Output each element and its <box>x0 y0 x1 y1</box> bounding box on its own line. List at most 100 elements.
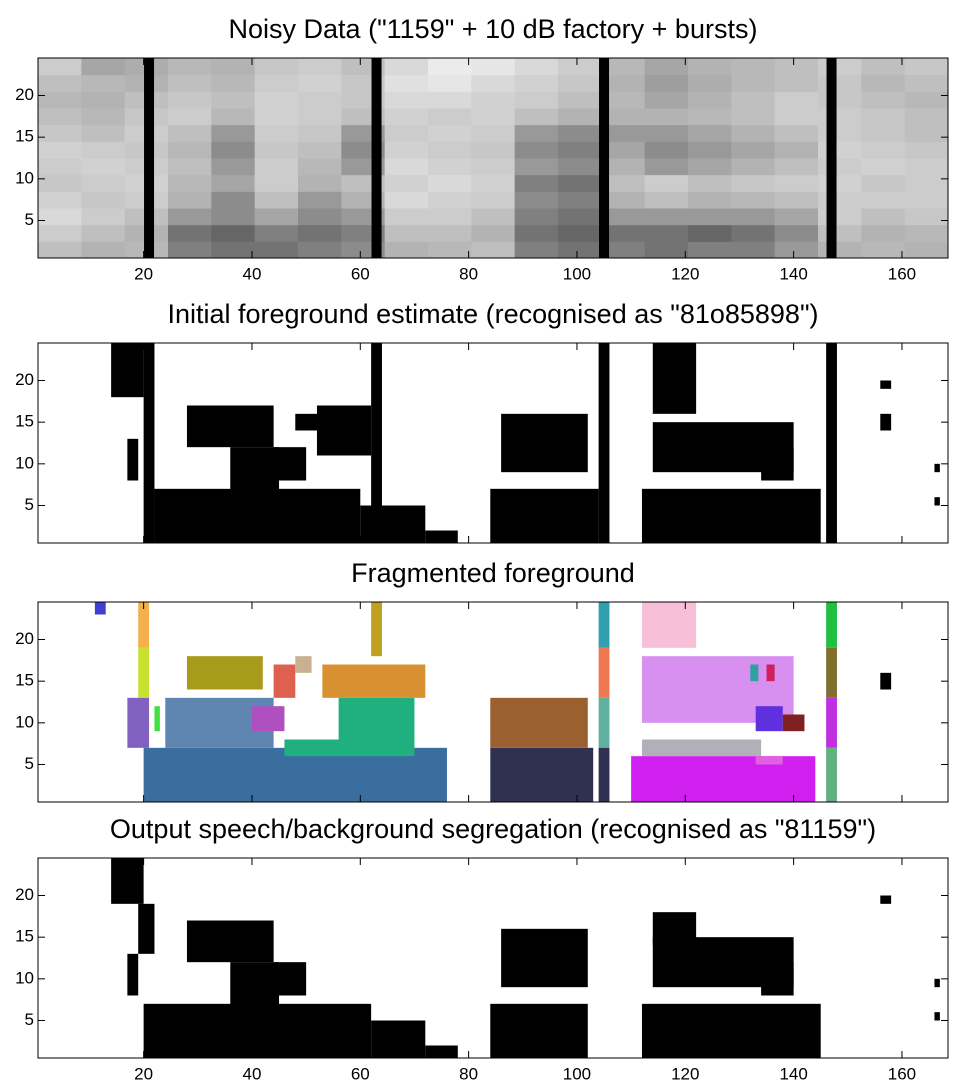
cell <box>38 58 82 76</box>
cell <box>861 158 906 176</box>
cell <box>384 241 429 259</box>
mask-region <box>154 488 361 543</box>
mask-region <box>934 1012 940 1021</box>
cell <box>81 174 126 192</box>
mask-region <box>371 343 382 543</box>
x-tick-label: 20 <box>134 264 153 283</box>
cell <box>168 108 212 126</box>
cell <box>558 174 602 192</box>
cell <box>644 174 689 192</box>
cell <box>168 124 212 142</box>
axes-frame <box>37 342 949 544</box>
cell <box>471 74 516 92</box>
x-tick-label: 100 <box>563 1064 591 1083</box>
cell <box>731 224 776 242</box>
cell <box>731 58 776 76</box>
segment <box>138 647 150 698</box>
cell <box>81 191 126 209</box>
cell <box>558 241 602 259</box>
cell <box>211 208 256 226</box>
cell <box>601 91 646 109</box>
cell <box>384 141 429 159</box>
cell <box>558 208 602 226</box>
cell <box>428 174 472 192</box>
cell <box>558 224 602 242</box>
cell <box>254 208 299 226</box>
cell <box>298 241 342 259</box>
cell <box>254 191 299 209</box>
segment <box>371 602 382 657</box>
cell <box>644 74 689 92</box>
cell <box>818 174 862 192</box>
mask-region <box>295 413 328 431</box>
cell <box>601 108 646 126</box>
cell <box>471 141 516 159</box>
cell <box>81 224 126 242</box>
segment <box>143 747 447 802</box>
cell <box>38 191 82 209</box>
cell <box>471 174 516 192</box>
cell <box>688 91 732 109</box>
cell <box>601 124 646 142</box>
cell <box>428 241 472 259</box>
y-tick-label: 15 <box>15 927 34 946</box>
mask-region <box>360 505 426 543</box>
cell <box>644 224 689 242</box>
cell <box>601 241 646 259</box>
cell <box>254 58 299 76</box>
cell <box>81 74 126 92</box>
cell <box>688 174 732 192</box>
burst <box>371 58 382 258</box>
segment <box>641 602 697 648</box>
segment <box>598 747 610 802</box>
mask-region <box>761 962 794 996</box>
cell <box>38 124 82 142</box>
cell <box>471 241 516 259</box>
x-tick-label: 160 <box>888 264 916 283</box>
cell <box>861 124 906 142</box>
cell <box>514 74 559 92</box>
cell <box>81 91 126 109</box>
cell <box>514 124 559 142</box>
cell <box>254 141 299 159</box>
cell <box>904 224 949 242</box>
cell <box>774 191 819 209</box>
mask-region <box>143 343 155 543</box>
axes-frame <box>37 601 949 803</box>
chart-title: Output speech/background segregation (re… <box>110 814 876 844</box>
cell <box>731 191 776 209</box>
cell <box>731 74 776 92</box>
cell <box>254 91 299 109</box>
cell <box>861 91 906 109</box>
cell <box>168 58 212 76</box>
cell <box>514 224 559 242</box>
mask-region <box>934 497 940 506</box>
mask-region <box>127 438 139 481</box>
cell <box>558 158 602 176</box>
cell <box>254 174 299 192</box>
segment <box>826 602 837 648</box>
x-tick-label: 120 <box>671 264 699 283</box>
cell <box>211 91 256 109</box>
cell <box>774 224 819 242</box>
cell <box>601 141 646 159</box>
cell <box>774 108 819 126</box>
cell <box>601 224 646 242</box>
cell <box>904 158 949 176</box>
x-tick-label: 100 <box>563 264 591 283</box>
cell <box>601 208 646 226</box>
mask-region <box>425 1045 458 1058</box>
cell <box>471 158 516 176</box>
cell <box>428 224 472 242</box>
cell <box>254 158 299 176</box>
cell <box>384 174 429 192</box>
cell <box>384 74 429 92</box>
segment <box>94 602 106 615</box>
axes-frame <box>37 57 949 259</box>
cell <box>38 208 82 226</box>
cell <box>601 174 646 192</box>
segment <box>598 602 610 648</box>
segment <box>295 656 312 673</box>
cell <box>428 58 472 76</box>
segment <box>755 706 783 732</box>
